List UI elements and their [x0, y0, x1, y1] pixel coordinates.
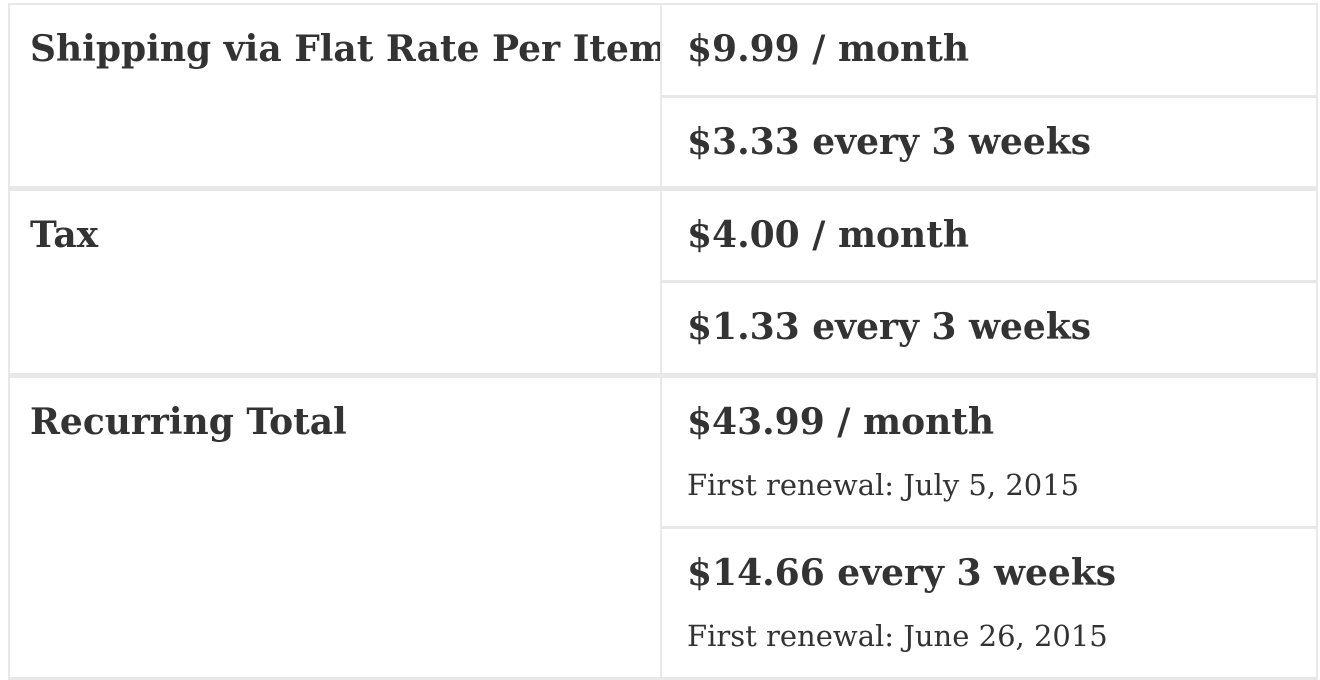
recurring-monthly-amount: $43.99 / month [687, 401, 995, 443]
row-label-shipping: Shipping via Flat Rate Per Item [10, 5, 660, 191]
tax-monthly-cell: $4.00 / month [660, 191, 1316, 283]
recurring-totals-table: Shipping via Flat Rate Per Item $9.99 / … [8, 3, 1318, 680]
tax-triweekly-amount: $1.33 every 3 weeks [687, 306, 1091, 348]
shipping-triweekly-amount: $3.33 every 3 weeks [687, 121, 1091, 163]
row-label-tax: Tax [10, 191, 660, 378]
row-label-recurring-total: Recurring Total [30, 401, 347, 443]
recurring-monthly-renewal-note: First renewal: July 5, 2015 [687, 468, 1080, 503]
tax-triweekly-cell: $1.33 every 3 weeks [660, 283, 1316, 378]
recurring-triweekly-amount: $14.66 every 3 weeks [687, 552, 1117, 594]
recurring-monthly-cell: $43.99 / month First renewal: July 5, 20… [660, 378, 1316, 529]
recurring-triweekly-cell: $14.66 every 3 weeks First renewal: June… [660, 529, 1316, 677]
recurring-triweekly-renewal-note: First renewal: June 26, 2015 [687, 619, 1108, 654]
shipping-monthly-cell: $9.99 / month [660, 5, 1316, 98]
shipping-monthly-amount: $9.99 / month [687, 28, 970, 70]
shipping-triweekly-cell: $3.33 every 3 weeks [660, 98, 1316, 191]
tax-monthly-amount: $4.00 / month [687, 214, 970, 256]
